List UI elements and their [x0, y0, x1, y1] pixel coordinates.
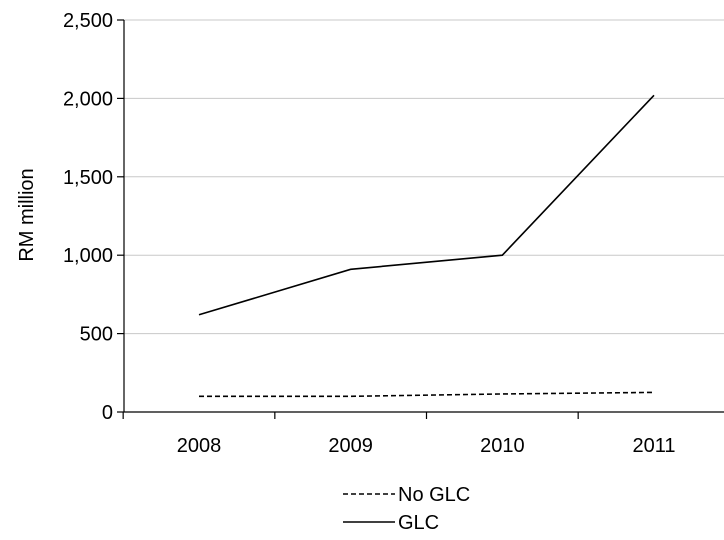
gridlines	[124, 19, 724, 335]
axes	[117, 19, 724, 419]
legend-label: GLC	[398, 512, 439, 534]
series-line-no-glc	[199, 391, 655, 398]
series-lines	[198, 94, 655, 398]
y-tick-label: 0	[102, 402, 113, 424]
y-tick-label: 500	[80, 324, 113, 346]
y-axis-label: RM million	[16, 168, 38, 261]
x-tick-label: 2009	[328, 435, 373, 457]
x-tick-labels: 2008 2009 2010 2011	[177, 435, 676, 457]
y-tick-labels: 0 500 1,000 1,500 2,000 2,500	[63, 10, 113, 424]
y-tick-label: 1,000	[63, 245, 113, 267]
x-tick-label: 2011	[632, 435, 675, 457]
x-tick-label: 2010	[480, 435, 525, 457]
series-line-glc	[198, 94, 655, 316]
y-tick-label: 1,500	[63, 167, 113, 189]
legend: No GLC GLC	[343, 484, 470, 534]
x-tick-label: 2008	[177, 435, 222, 457]
y-tick-label: 2,000	[63, 88, 113, 110]
legend-label: No GLC	[398, 484, 470, 506]
y-tick-label: 2,500	[63, 10, 113, 32]
